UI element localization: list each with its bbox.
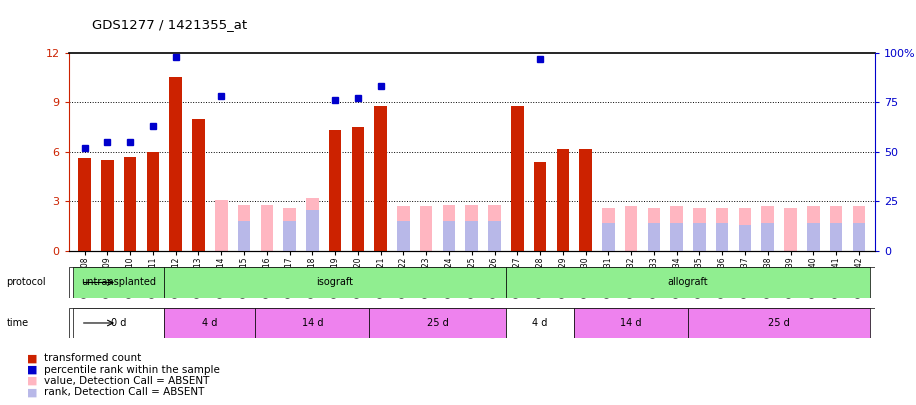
Bar [260,205,273,251]
Bar [716,208,728,251]
Bar [283,208,296,251]
Text: protocol: protocol [6,277,46,288]
Bar [671,223,683,251]
Bar [192,119,205,251]
Bar [420,207,432,251]
Bar [164,308,256,338]
Text: untransplanted: untransplanted [82,277,157,288]
Text: ■: ■ [27,388,38,397]
Bar [830,207,843,251]
Bar [169,77,182,251]
Bar [465,221,478,251]
Bar [511,106,524,251]
Bar [215,200,227,251]
Bar [306,198,319,251]
Text: 4 d: 4 d [532,318,548,328]
Bar [579,149,592,251]
Text: 25 d: 25 d [769,318,790,328]
Bar [488,221,501,251]
Bar [574,308,688,338]
Bar [807,223,820,251]
Text: rank, Detection Call = ABSENT: rank, Detection Call = ABSENT [44,388,204,397]
Text: ■: ■ [27,354,38,363]
Text: GDS1277 / 1421355_at: GDS1277 / 1421355_at [92,18,246,31]
Bar [238,221,250,251]
Bar [398,207,409,251]
Bar [738,225,751,251]
Bar [79,158,91,251]
Bar [738,208,751,251]
Bar [784,208,797,251]
Text: 0 d: 0 d [111,318,126,328]
Bar [238,205,250,251]
Bar [807,207,820,251]
Bar [375,106,387,251]
Bar [853,223,865,251]
Bar [398,221,409,251]
Bar [256,308,369,338]
Text: ■: ■ [27,365,38,375]
Bar [534,162,546,251]
Text: transformed count: transformed count [44,354,141,363]
Bar [506,308,574,338]
Bar [716,223,728,251]
Bar [329,130,342,251]
Bar [147,152,159,251]
Bar [693,208,705,251]
Bar [442,205,455,251]
Bar [830,223,843,251]
Bar [506,267,870,298]
Bar [73,308,164,338]
Bar [625,207,638,251]
Text: percentile rank within the sample: percentile rank within the sample [44,365,220,375]
Text: time: time [6,318,28,328]
Bar [761,207,774,251]
Bar [73,267,164,298]
Text: 4 d: 4 d [202,318,218,328]
Bar [465,205,478,251]
Text: isograft: isograft [317,277,354,288]
Bar [369,308,506,338]
Bar [761,223,774,251]
Bar [853,207,865,251]
Bar [671,207,683,251]
Bar [164,267,506,298]
Bar [688,308,870,338]
Bar [101,160,114,251]
Bar [602,223,615,251]
Text: 14 d: 14 d [620,318,642,328]
Bar [488,205,501,251]
Bar [648,208,660,251]
Text: 14 d: 14 d [301,318,323,328]
Bar [124,157,136,251]
Bar [557,149,569,251]
Bar [306,210,319,251]
Text: value, Detection Call = ABSENT: value, Detection Call = ABSENT [44,376,210,386]
Bar [442,221,455,251]
Bar [283,221,296,251]
Text: 25 d: 25 d [427,318,449,328]
Text: allograft: allograft [668,277,708,288]
Bar [352,127,365,251]
Bar [648,223,660,251]
Bar [602,208,615,251]
Text: ■: ■ [27,376,38,386]
Bar [693,223,705,251]
